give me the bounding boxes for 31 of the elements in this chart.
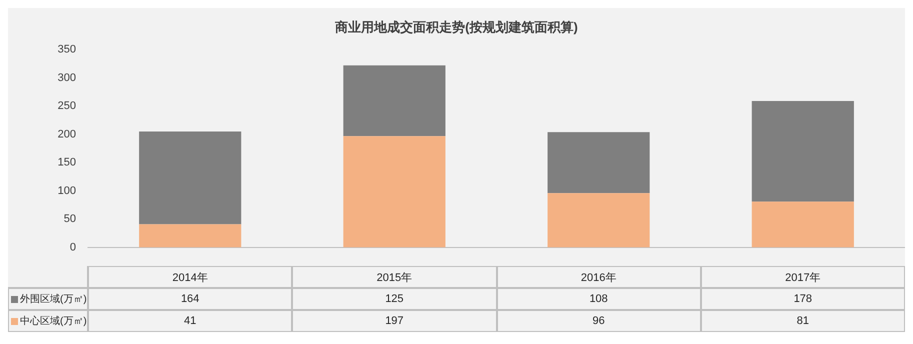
y-tick-label: 50: [64, 213, 76, 226]
y-tick-label: 0: [70, 241, 76, 254]
x-tick-label: 2015年: [292, 266, 496, 288]
bar: [139, 132, 242, 224]
bar: [343, 65, 446, 136]
data-label: 41: [88, 310, 292, 332]
data-label: 125: [292, 288, 496, 310]
y-tick-label: 250: [58, 100, 76, 112]
y-tick-label: 100: [58, 184, 76, 197]
bar: [548, 132, 650, 194]
data-label: 108: [496, 288, 701, 310]
bar: [548, 193, 650, 248]
data-label: 164: [88, 288, 292, 310]
bar: [343, 136, 446, 248]
y-tick-label: 300: [58, 72, 76, 84]
y-tick-label: 200: [58, 128, 76, 140]
data-label: 81: [700, 310, 905, 332]
y-tick-label: 150: [58, 156, 76, 169]
x-tick-label: 2017年: [700, 266, 905, 288]
legend-label: 外围区域(万㎡): [20, 292, 87, 306]
y-tick-label: 350: [58, 44, 76, 56]
bar: [139, 224, 242, 248]
data-label: 178: [700, 288, 905, 310]
bar: [752, 101, 854, 202]
x-tick-label: 2016年: [496, 266, 701, 288]
x-tick-label: 2014年: [88, 266, 292, 288]
data-label: 197: [292, 310, 496, 332]
legend-label: 中心区域(万㎡): [20, 314, 87, 328]
data-label: 96: [496, 310, 701, 332]
chart-title: 商业用地成交面积走势(按规划建筑面积算): [334, 19, 578, 34]
bar: [752, 202, 854, 248]
